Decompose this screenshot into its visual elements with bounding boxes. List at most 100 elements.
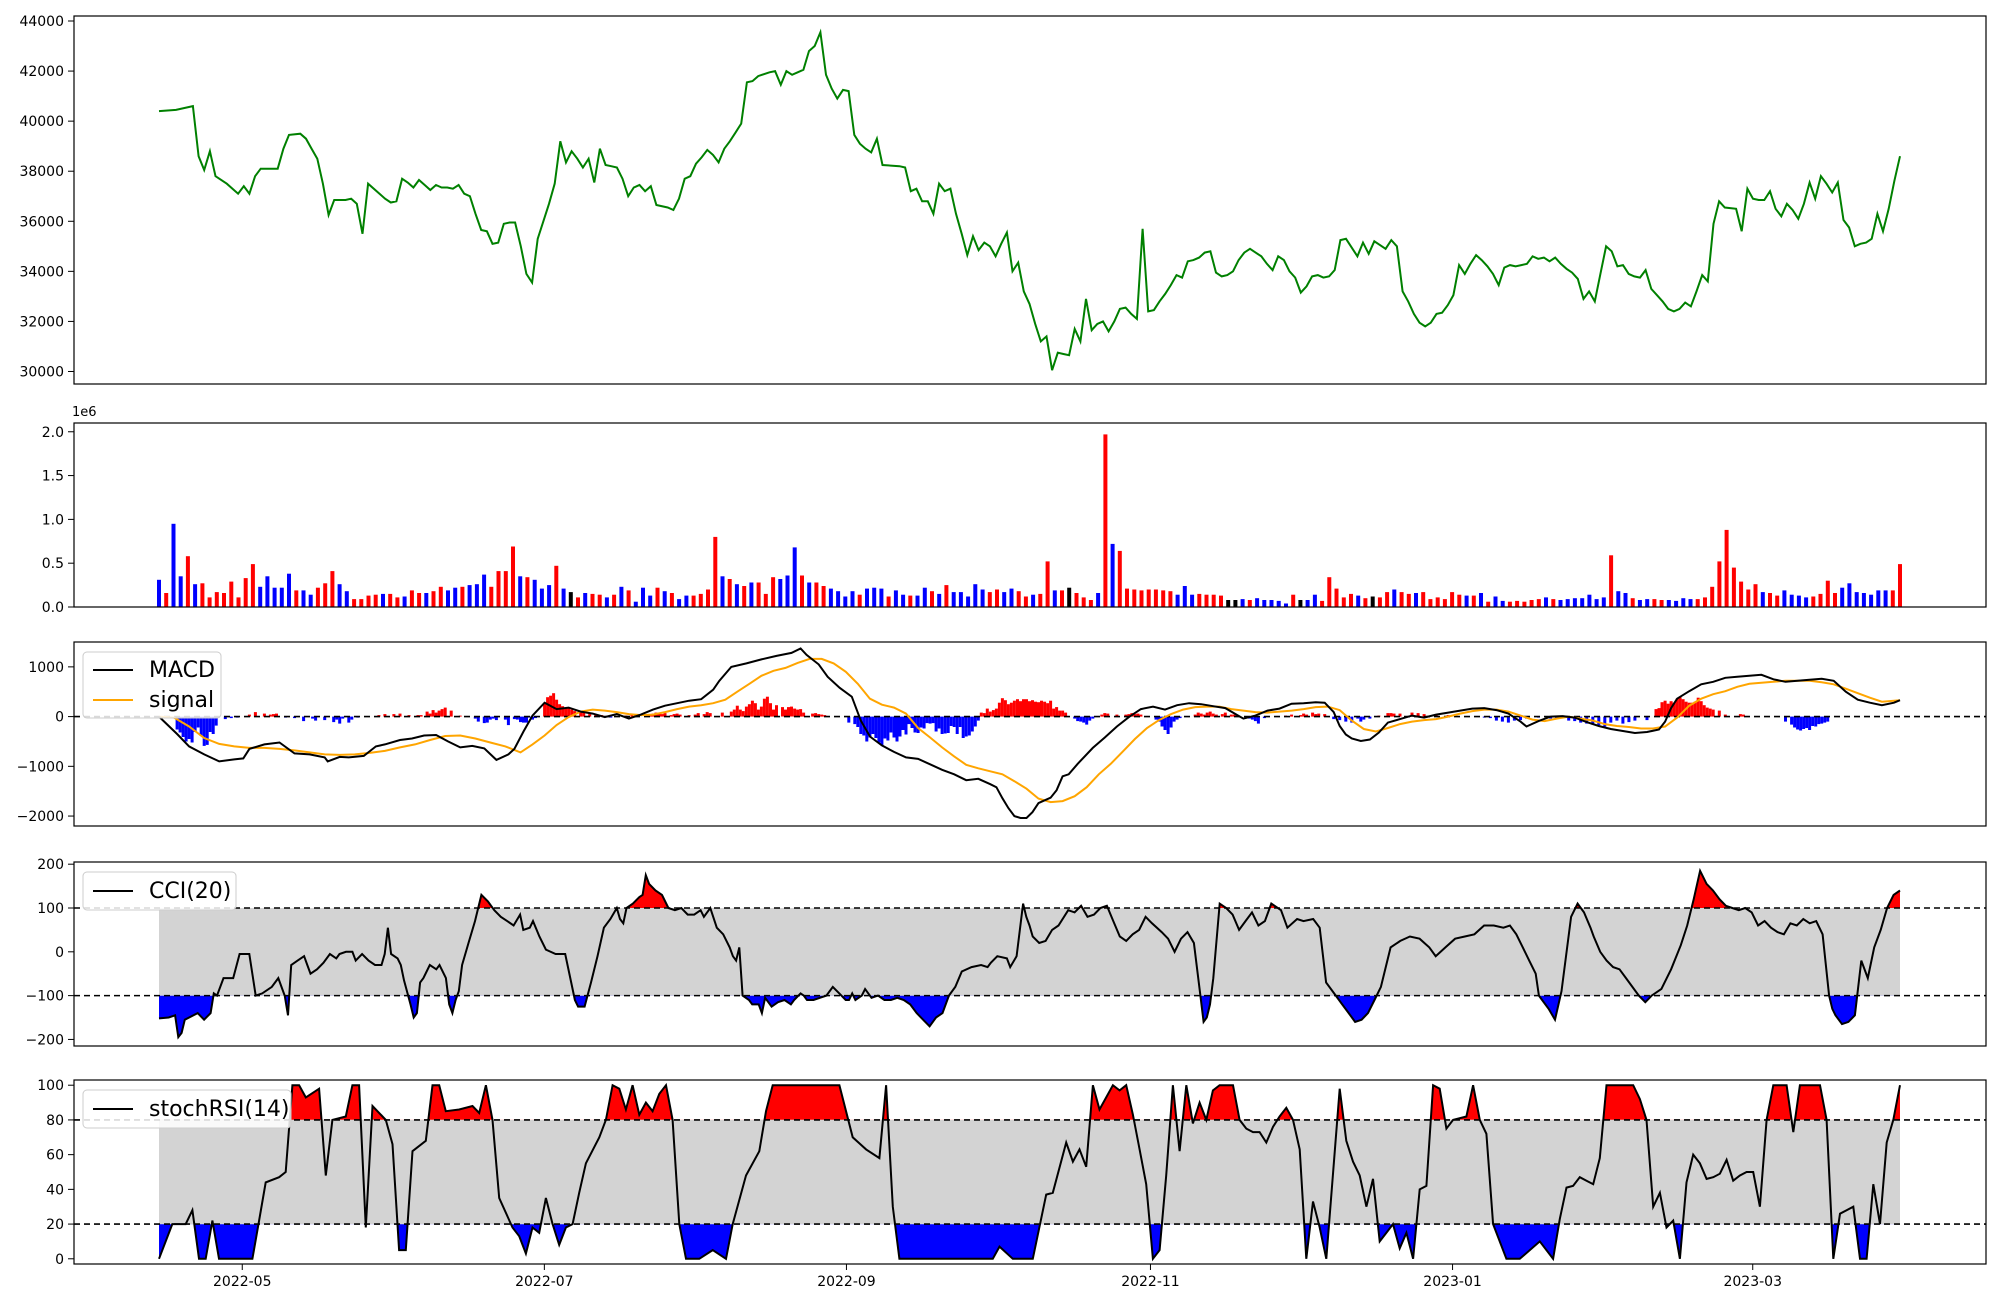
volume-bar	[655, 587, 660, 607]
volume-bar	[1399, 592, 1404, 607]
volume-bar	[1681, 598, 1686, 607]
volume-bar	[1385, 592, 1390, 607]
macd-histogram-bar	[564, 707, 568, 717]
macd-histogram-bar	[582, 712, 586, 717]
volume-bar	[1818, 593, 1823, 607]
volume-bar	[1688, 599, 1693, 607]
volume-bar	[460, 586, 465, 607]
macd-histogram-bar	[1708, 708, 1712, 717]
macd-histogram-bar	[567, 708, 571, 717]
volume-bar	[503, 571, 508, 607]
volume-offset-label: 1e6	[72, 405, 97, 420]
volume-bar	[1349, 593, 1353, 607]
macd-histogram-bar	[1705, 707, 1709, 717]
volume-bar	[1782, 590, 1787, 607]
macd-histogram-bar	[314, 716, 318, 721]
macd-histogram-bar	[1202, 714, 1206, 717]
macd-histogram-bar	[208, 716, 212, 732]
date-axis-tick-label: 2022-11	[1121, 1274, 1180, 1290]
volume-bar	[236, 597, 241, 607]
macd-histogram-bar	[178, 716, 182, 733]
macd-ytick-label: −2000	[17, 809, 64, 825]
macd-histogram-bar	[925, 716, 929, 724]
volume-bar	[951, 592, 956, 607]
volume-bar	[381, 593, 385, 607]
macd-histogram-bar	[1389, 713, 1393, 717]
macd-histogram-bar	[1049, 700, 1053, 717]
macd-histogram-bar	[1702, 705, 1706, 717]
macd-histogram-bar	[1666, 703, 1670, 717]
volume-bar	[619, 586, 624, 607]
macd-histogram-bar	[1205, 712, 1209, 717]
volume-bar	[1876, 590, 1881, 607]
macd-histogram-bar	[672, 714, 676, 717]
macd-histogram-bar	[482, 716, 486, 724]
volume-bar	[901, 594, 906, 607]
volume-ytick-label: 0.5	[42, 556, 64, 572]
macd-histogram-bar	[1519, 716, 1522, 721]
macd-histogram-bar	[1091, 716, 1095, 719]
volume-bar	[1276, 600, 1281, 607]
macd-histogram-bar	[1344, 716, 1348, 722]
macd-histogram-bar	[1220, 714, 1224, 717]
volume-bar	[756, 582, 761, 607]
macd-histogram-bar	[519, 716, 522, 723]
macd-histogram-bar	[1058, 710, 1062, 717]
macd-histogram-bar	[1124, 714, 1128, 717]
volume-bar	[1334, 588, 1339, 607]
volume-bar	[1464, 595, 1469, 607]
macd-histogram-bar	[970, 716, 974, 732]
volume-bar	[200, 583, 205, 607]
volume-bar	[1768, 593, 1772, 607]
macd-histogram-bar	[476, 716, 480, 722]
volume-bar	[1558, 600, 1563, 607]
macd-histogram-bar	[506, 716, 510, 726]
macd-histogram-bar	[678, 714, 682, 717]
volume-bar	[922, 587, 927, 607]
macd-histogram-bar	[552, 693, 556, 717]
volume-bar	[1139, 590, 1144, 607]
volume-bar	[532, 579, 537, 607]
macd-histogram-bar	[1028, 701, 1031, 717]
volume-bar	[980, 589, 985, 607]
volume-bar	[474, 584, 479, 607]
volume-bar	[294, 590, 299, 607]
macd-histogram-bar	[1675, 698, 1679, 717]
volume-bar	[193, 584, 198, 607]
macd-histogram-bar	[1169, 716, 1173, 728]
volume-bar	[1746, 589, 1751, 607]
macd-histogram-bar	[1356, 716, 1360, 719]
volume-bar	[1327, 577, 1332, 607]
volume-bar	[800, 575, 804, 607]
volume-bar	[771, 577, 776, 607]
macd-histogram-bar	[1214, 714, 1218, 717]
macd-histogram-bar	[946, 716, 950, 733]
volume-bar	[366, 595, 371, 607]
volume-panel-frame	[73, 422, 1987, 608]
volume-bar	[1262, 600, 1267, 607]
macd-histogram-bar	[741, 711, 745, 717]
volume-bar	[857, 594, 862, 607]
macd-histogram-bar	[1332, 716, 1336, 720]
macd-histogram-bar	[1567, 716, 1571, 721]
macd-histogram-bar	[1211, 713, 1215, 717]
volume-bar	[1486, 601, 1491, 607]
macd-histogram-bar	[247, 714, 251, 717]
volume-bar	[171, 523, 176, 607]
macd-histogram-bar	[799, 709, 803, 717]
volume-bar	[1211, 594, 1216, 607]
volume-bar	[1674, 600, 1679, 607]
macd-histogram-bar	[922, 716, 926, 729]
macd-histogram-bar	[1196, 712, 1200, 717]
macd-histogram-bar	[262, 713, 266, 717]
macd-histogram-bar	[1163, 716, 1167, 730]
stochrsi-legend-box	[82, 1089, 292, 1129]
macd-histogram-bar	[1823, 716, 1827, 723]
volume-bar	[1724, 529, 1729, 607]
cci-ytick-label: 200	[37, 857, 64, 873]
macd-histogram-bar	[1811, 716, 1815, 726]
macd-histogram-bar	[1645, 716, 1649, 721]
macd-histogram-bar	[1398, 713, 1402, 717]
volume-bar	[1074, 593, 1079, 607]
macd-histogram-bar	[1253, 716, 1257, 722]
